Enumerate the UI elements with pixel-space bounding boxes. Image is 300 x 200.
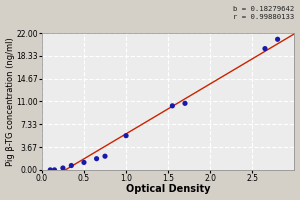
Point [69,164,74,167]
Point [94,157,99,160]
Point [103,155,107,158]
Point [262,47,267,50]
Point [183,102,188,105]
Point [170,104,175,107]
Point [82,161,86,164]
Point [48,168,53,171]
Text: b = 0.18279642
r = 0.99880133: b = 0.18279642 r = 0.99880133 [233,6,294,20]
Point [52,168,57,171]
Y-axis label: Pig β-TG concentration (ng/ml): Pig β-TG concentration (ng/ml) [6,37,15,166]
Point [124,134,128,137]
Point [275,38,280,41]
Point [61,166,65,170]
X-axis label: Optical Density: Optical Density [126,184,210,194]
